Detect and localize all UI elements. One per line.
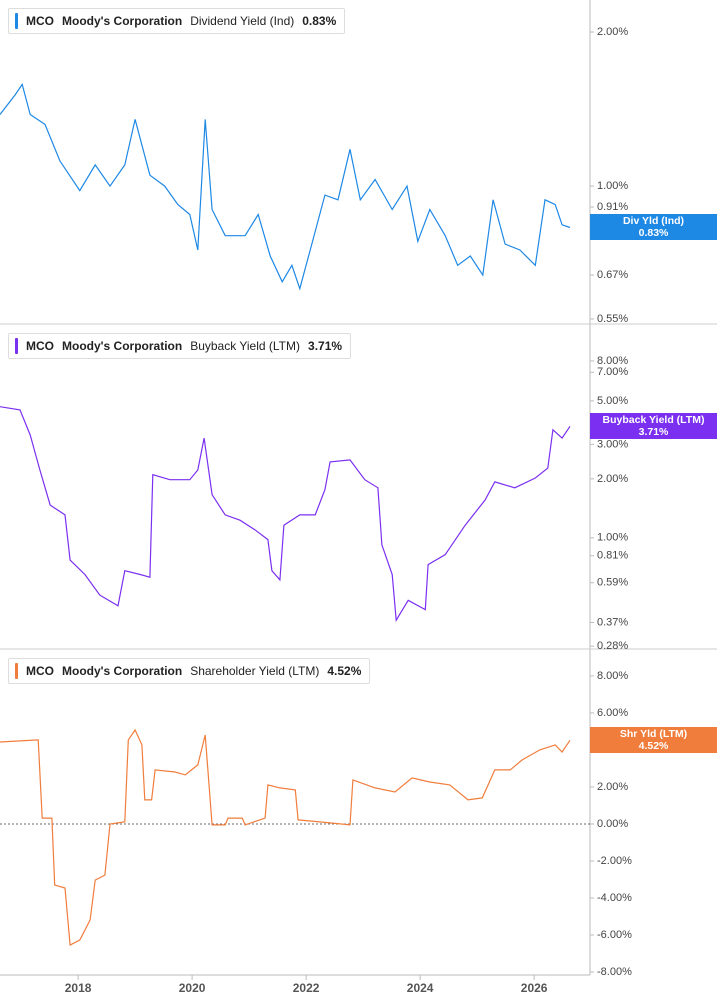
legend: MCO Moody's Corporation Buyback Yield (LTM… bbox=[8, 333, 352, 359]
y-tick-label: 8.00% bbox=[597, 670, 628, 682]
legend-current-value: 3.71% bbox=[308, 339, 343, 353]
y-tick-label: 0.91% bbox=[597, 201, 628, 213]
y-tick-label: 0.81% bbox=[597, 550, 628, 562]
current-tag-name: Div Yld (Ind) bbox=[622, 215, 685, 228]
line-series bbox=[0, 406, 571, 623]
ticker: MCO bbox=[26, 14, 54, 28]
x-tick-label: 2024 bbox=[407, 981, 434, 995]
y-tick-label: -4.00% bbox=[597, 892, 632, 904]
current-value-tag: Div Yld (Ind) 0.83% bbox=[590, 214, 717, 241]
current-tag-value: 4.52% bbox=[638, 740, 669, 753]
y-tick-label: 0.28% bbox=[597, 640, 628, 652]
current-tag-name: Shr Yld (LTM) bbox=[619, 728, 688, 741]
x-tick-label: 2018 bbox=[65, 981, 92, 995]
y-tick-label: 5.00% bbox=[597, 395, 628, 407]
y-tick-label: 1.00% bbox=[597, 532, 628, 544]
y-tick-label: 0.00% bbox=[597, 818, 628, 830]
y-tick-label: -6.00% bbox=[597, 929, 632, 941]
y-tick-label: -2.00% bbox=[597, 855, 632, 867]
y-tick-label: 6.00% bbox=[597, 707, 628, 719]
line-series bbox=[0, 728, 571, 946]
ticker: MCO bbox=[26, 664, 54, 678]
y-tick-label: 2.00% bbox=[597, 473, 628, 485]
current-tag-value: 0.83% bbox=[638, 227, 669, 240]
x-tick-label: 2022 bbox=[293, 981, 320, 995]
legend-current-value: 0.83% bbox=[302, 14, 337, 28]
company: Moody's Corporation bbox=[62, 339, 183, 353]
y-tick-label: 7.00% bbox=[597, 366, 628, 378]
line-series bbox=[0, 82, 571, 291]
current-value-tag: Shr Yld (LTM) 4.52% bbox=[590, 727, 717, 754]
current-tag-name: Buyback Yield (LTM) bbox=[602, 414, 705, 427]
y-tick-label: 2.00% bbox=[597, 781, 628, 793]
y-tick-label: 0.59% bbox=[597, 577, 628, 589]
legend: MCO Moody's Corporation Dividend Yield (In… bbox=[8, 8, 346, 34]
y-tick-label: 0.37% bbox=[597, 616, 628, 628]
legend: MCO Moody's Corporation Shareholder Yield … bbox=[8, 658, 371, 684]
current-tag-value: 3.71% bbox=[638, 426, 669, 439]
y-tick-label: 0.67% bbox=[597, 269, 628, 281]
current-value-tag: Buyback Yield (LTM) 3.71% bbox=[590, 413, 717, 440]
legend-series-name: Shareholder Yield (LTM) bbox=[190, 664, 320, 678]
legend-color bbox=[15, 663, 18, 679]
y-tick-label: 2.00% bbox=[597, 26, 628, 38]
company: Moody's Corporation bbox=[62, 664, 183, 678]
x-tick-label: 2026 bbox=[521, 981, 548, 995]
y-tick-label: -8.00% bbox=[597, 966, 632, 978]
legend-series-name: Buyback Yield (LTM) bbox=[190, 339, 301, 353]
x-tick-label: 2020 bbox=[179, 981, 206, 995]
ticker: MCO bbox=[26, 339, 54, 353]
legend-color bbox=[15, 13, 18, 29]
legend-series-name: Dividend Yield (Ind) bbox=[190, 14, 295, 28]
legend-color bbox=[15, 338, 18, 354]
y-tick-label: 3.00% bbox=[597, 438, 628, 450]
y-tick-label: 8.00% bbox=[597, 355, 628, 367]
company: Moody's Corporation bbox=[62, 14, 183, 28]
y-tick-label: 1.00% bbox=[597, 180, 628, 192]
y-tick-label: 0.55% bbox=[597, 313, 628, 325]
legend-current-value: 4.52% bbox=[327, 664, 362, 678]
